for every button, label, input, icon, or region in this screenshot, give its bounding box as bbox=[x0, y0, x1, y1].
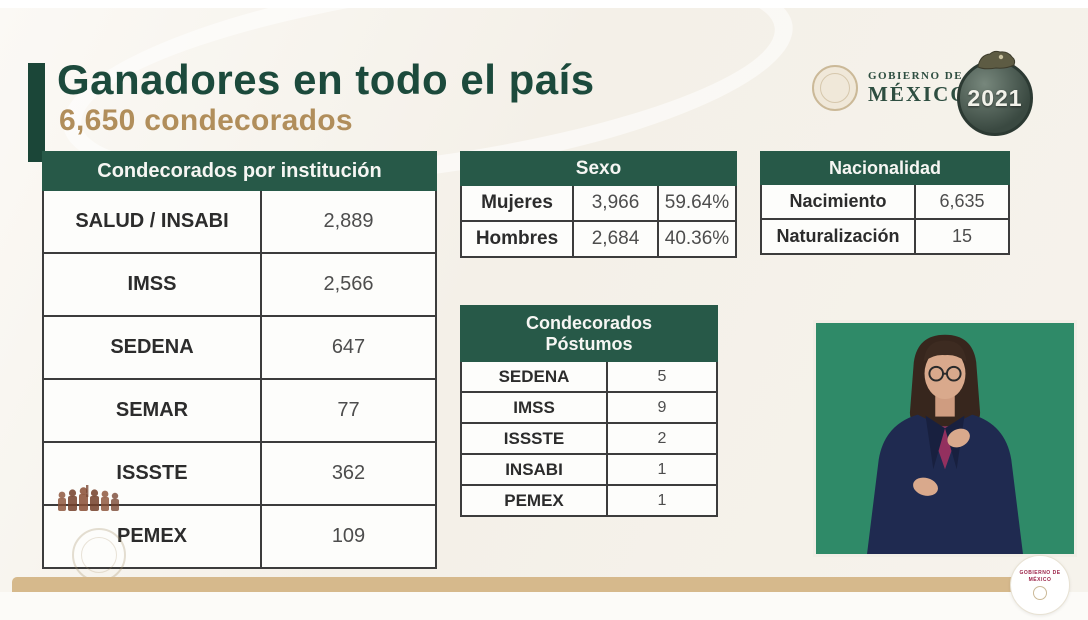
eagle-icon bbox=[977, 50, 1016, 70]
table-row: INSABI 1 bbox=[462, 453, 716, 484]
table-sexo: Sexo Mujeres 3,966 59.64% Hombres 2,684 … bbox=[460, 151, 737, 258]
table-row: SEMAR 77 bbox=[44, 378, 435, 441]
table-row: ISSSTE 2 bbox=[462, 422, 716, 453]
table-body: Nacimiento 6,635 Naturalización 15 bbox=[760, 185, 1010, 255]
nationality-value: 6,635 bbox=[914, 185, 1008, 218]
footer-gobierno-seal: GOBIERNO DE MÉXICO bbox=[1010, 555, 1070, 615]
page-title: Ganadores en todo el país bbox=[57, 56, 595, 103]
nationality-label: Nacimiento bbox=[789, 191, 887, 211]
table-row: PEMEX 109 bbox=[44, 504, 435, 567]
footer-seal-emblem-icon bbox=[1033, 586, 1047, 600]
table-header: Nacionalidad bbox=[760, 151, 1010, 185]
table-header: Condecorados por institución bbox=[42, 151, 437, 191]
table-condecorados-postumos: Condecorados Póstumos SEDENA 5 IMSS 9 IS… bbox=[460, 305, 718, 517]
posthumous-label: IMSS bbox=[513, 397, 555, 417]
institution-label: PEMEX bbox=[116, 525, 188, 547]
institution-label: ISSSTE bbox=[116, 462, 188, 484]
people-group-watermark bbox=[58, 485, 119, 511]
table-header-label: Condecorados Póstumos bbox=[525, 312, 653, 354]
gobierno-wordmark: GOBIERNO DE MÉXICO bbox=[868, 71, 969, 105]
institution-value: 109 bbox=[260, 506, 435, 567]
nationality-value: 15 bbox=[914, 220, 1008, 253]
posthumous-label: INSABI bbox=[505, 459, 563, 479]
table-body: Mujeres 3,966 59.64% Hombres 2,684 40.36… bbox=[460, 186, 737, 258]
table-body: SEDENA 5 IMSS 9 ISSSTE 2 INSABI 1 PEMEX … bbox=[460, 362, 718, 517]
table-header: Sexo bbox=[460, 151, 737, 186]
posthumous-label: ISSSTE bbox=[503, 428, 565, 448]
sex-count: 2,684 bbox=[572, 222, 657, 256]
posthumous-value: 2 bbox=[606, 424, 716, 453]
table-row: IMSS 2,566 bbox=[44, 252, 435, 315]
institution-label: SEMAR bbox=[115, 399, 189, 421]
institution-value: 77 bbox=[260, 380, 435, 441]
sex-count: 3,966 bbox=[572, 186, 657, 220]
posthumous-value: 9 bbox=[606, 393, 716, 422]
interpreter-illustration bbox=[816, 323, 1074, 554]
badge-year-label: 2021 bbox=[967, 84, 1023, 111]
institution-label: SALUD / INSABI bbox=[75, 210, 229, 232]
gobierno-de-mexico-logo: GOBIERNO DE MÉXICO bbox=[812, 65, 969, 111]
institution-label: SEDENA bbox=[110, 336, 194, 358]
footer-seal-line2: MÉXICO bbox=[1028, 577, 1052, 583]
gobierno-wordmark-line2: MÉXICO bbox=[868, 81, 969, 106]
footer-seal-line1: GOBIERNO DE bbox=[1019, 570, 1061, 576]
institution-value: 2,566 bbox=[260, 254, 435, 315]
table-nacionalidad: Nacionalidad Nacimiento 6,635 Naturaliza… bbox=[760, 151, 1010, 255]
sex-percent: 40.36% bbox=[657, 222, 735, 256]
institution-value: 362 bbox=[260, 443, 435, 504]
slide-background: Ganadores en todo el país 6,650 condecor… bbox=[0, 0, 1088, 597]
table-row: PEMEX 1 bbox=[462, 484, 716, 515]
page-subtitle: 6,650 condecorados bbox=[59, 104, 353, 137]
table-row: SALUD / INSABI 2,889 bbox=[44, 191, 435, 252]
table-row: Mujeres 3,966 59.64% bbox=[462, 186, 735, 220]
table-header: Condecorados Póstumos bbox=[460, 305, 718, 362]
table-row: SEDENA 5 bbox=[462, 362, 716, 391]
posthumous-label: PEMEX bbox=[504, 490, 564, 510]
institution-label: IMSS bbox=[127, 273, 177, 295]
year-2021-badge: 2021 bbox=[957, 50, 1033, 136]
institution-value: 2,889 bbox=[260, 191, 435, 252]
posthumous-value: 1 bbox=[606, 455, 716, 484]
posthumous-value: 5 bbox=[606, 362, 716, 391]
table-row: Naturalización 15 bbox=[762, 218, 1008, 253]
table-row: Hombres 2,684 40.36% bbox=[462, 220, 735, 256]
bottom-margin-strip bbox=[0, 592, 1088, 620]
table-row: ISSSTE 362 bbox=[44, 441, 435, 504]
sign-language-interpreter-video bbox=[813, 320, 1077, 557]
posthumous-label: SEDENA bbox=[498, 366, 570, 386]
sex-label: Mujeres bbox=[481, 192, 553, 213]
table-row: IMSS 9 bbox=[462, 391, 716, 422]
sex-label: Hombres bbox=[475, 228, 559, 249]
institution-value: 647 bbox=[260, 317, 435, 378]
seal-watermark bbox=[72, 528, 126, 582]
posthumous-value: 1 bbox=[606, 486, 716, 515]
table-row: Nacimiento 6,635 bbox=[762, 185, 1008, 218]
nationality-label: Naturalización bbox=[776, 226, 900, 246]
eagle-seal-icon bbox=[812, 65, 858, 111]
title-accent-bar bbox=[28, 63, 45, 162]
gobierno-wordmark-line1: GOBIERNO DE bbox=[868, 70, 964, 83]
sex-percent: 59.64% bbox=[657, 186, 735, 220]
table-row: SEDENA 647 bbox=[44, 315, 435, 378]
table-body: SALUD / INSABI 2,889 IMSS 2,566 SEDENA 6… bbox=[42, 191, 437, 569]
